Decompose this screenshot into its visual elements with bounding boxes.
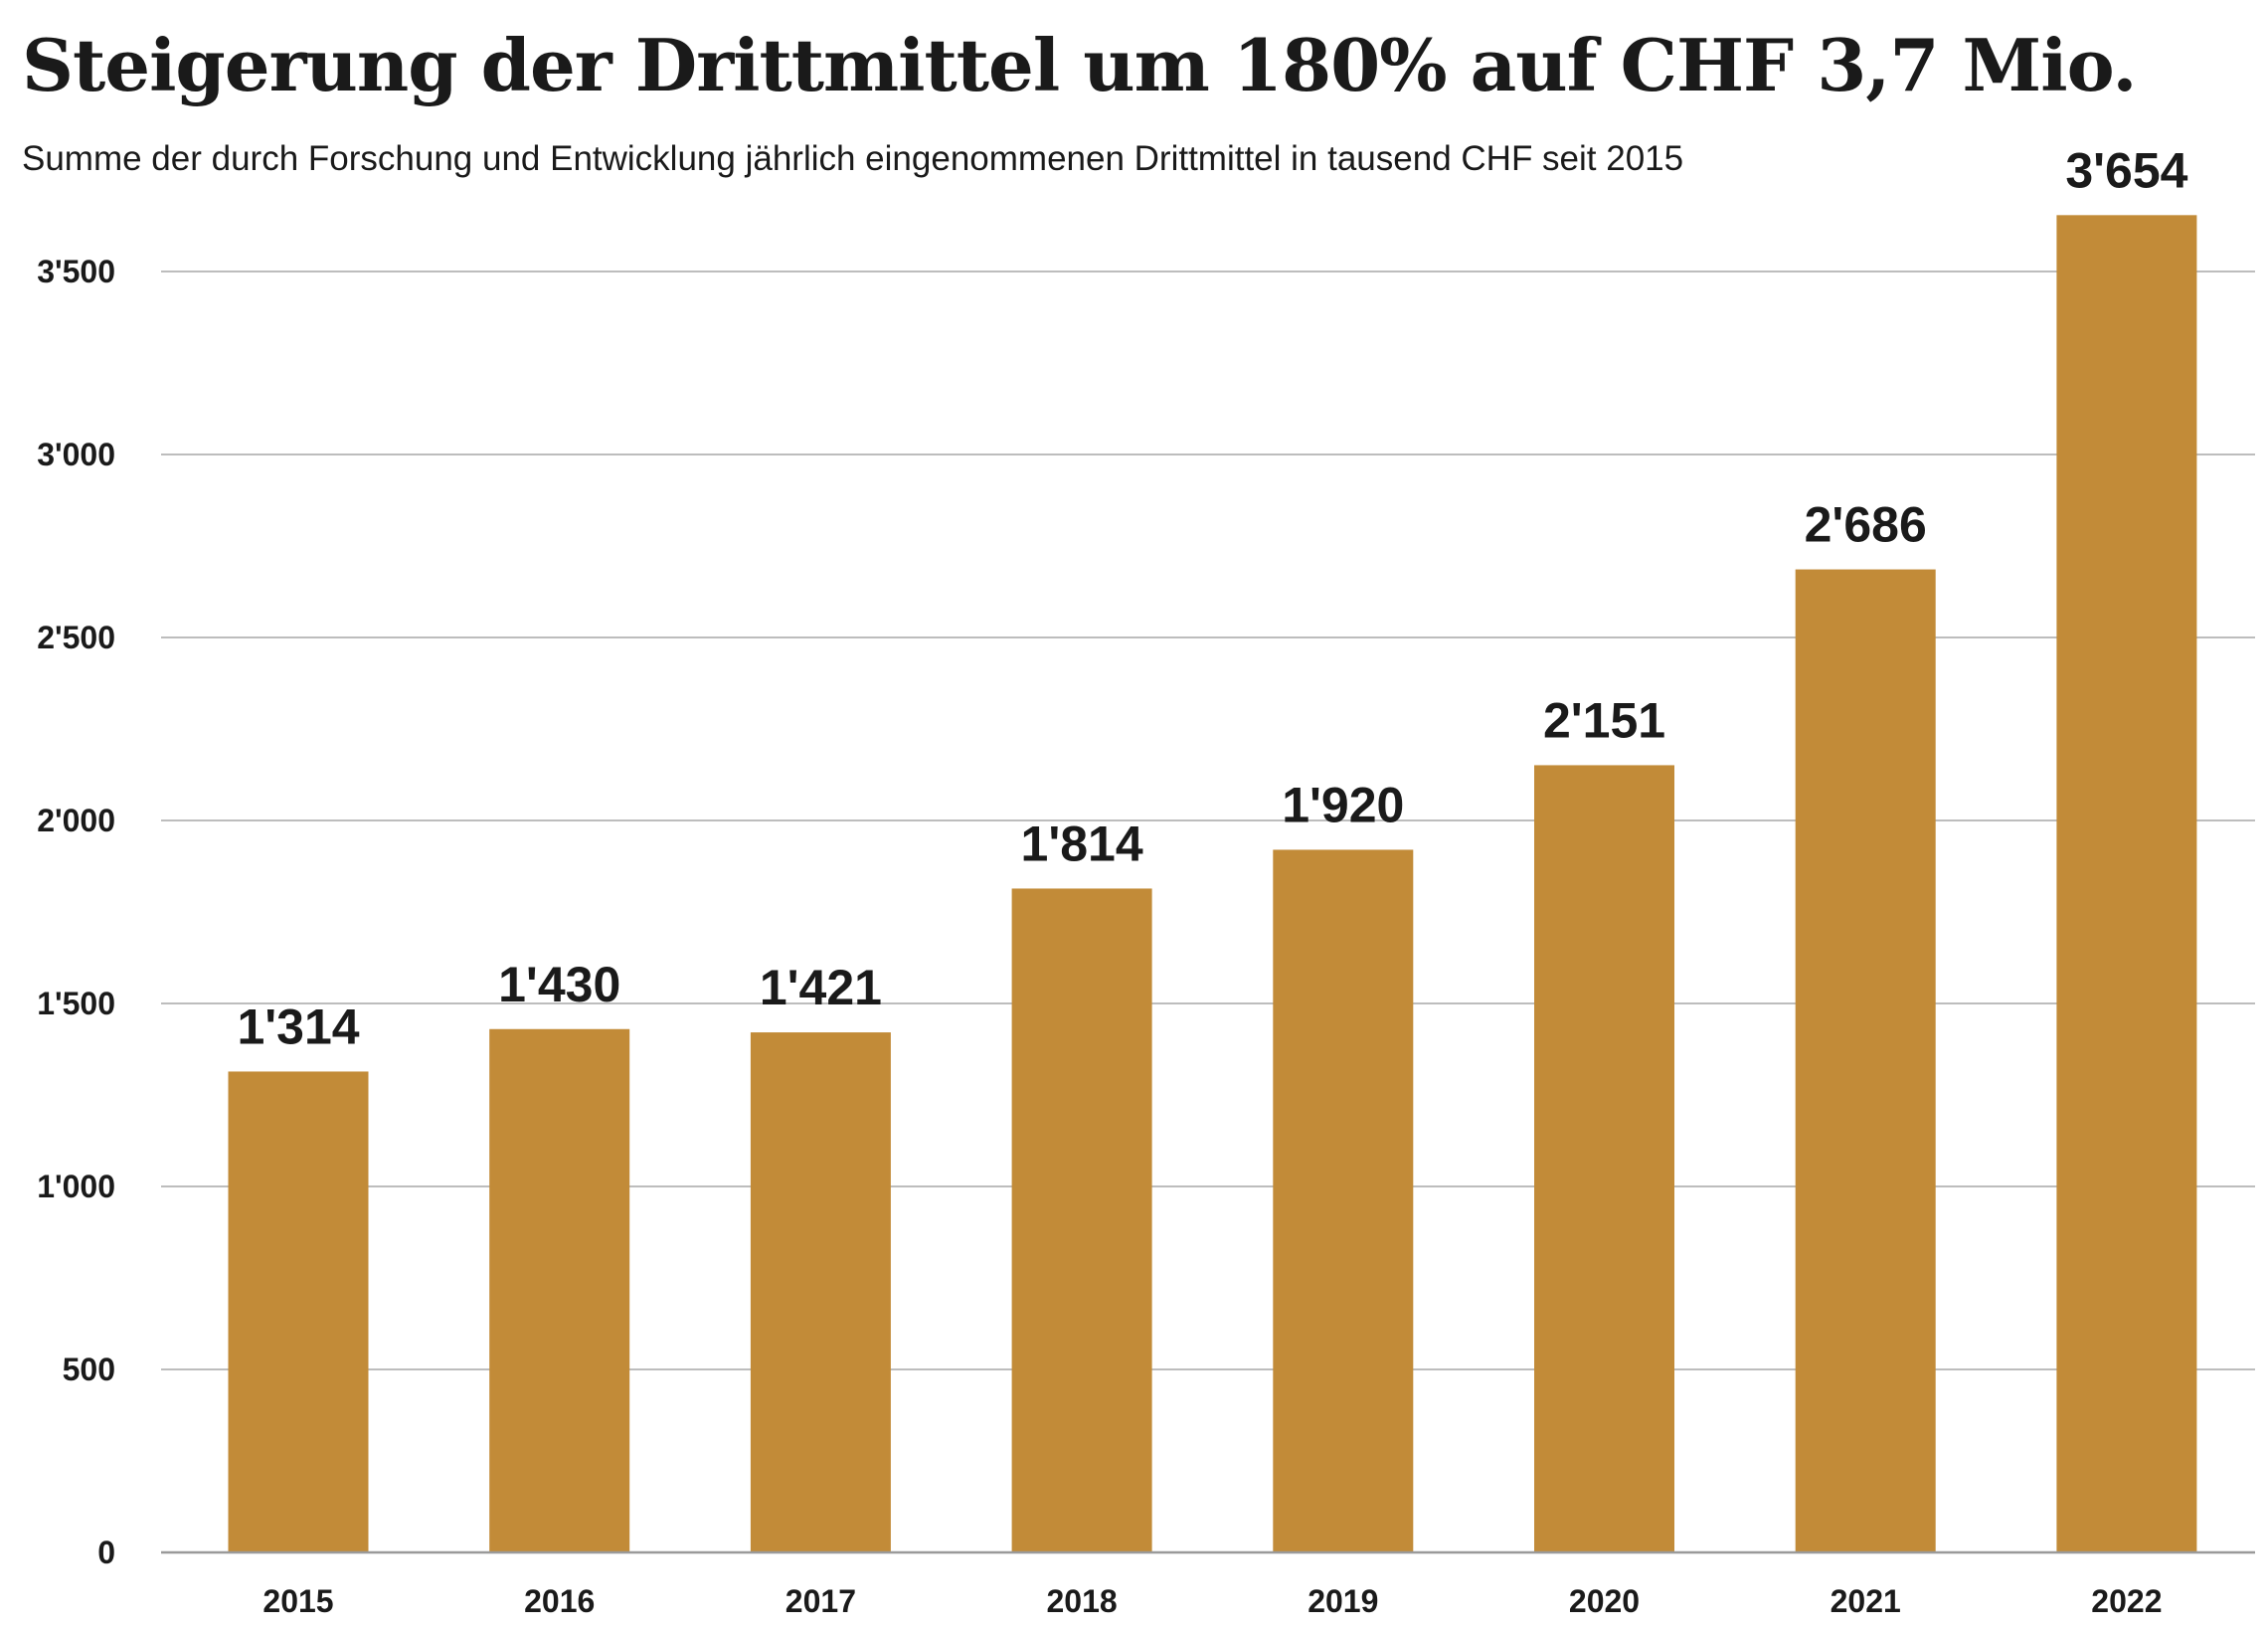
category-label-2021: 2021	[1831, 1583, 1901, 1619]
y-tick-label: 2'500	[37, 620, 115, 655]
value-label-2016: 1'430	[498, 957, 620, 1012]
value-label-2019: 1'920	[1282, 777, 1404, 832]
x-axis-categories: 2015 2016 2017 2018 2019 2020 2021 2022	[262, 1583, 2162, 1619]
value-label-2020: 2'151	[1543, 692, 1665, 748]
gridlines	[161, 271, 2255, 1370]
bar-2017	[750, 1032, 891, 1552]
value-label-2018: 1'814	[1021, 816, 1143, 871]
value-label-2021: 2'686	[1805, 497, 1927, 553]
category-label-2017: 2017	[785, 1583, 856, 1619]
bar-2018	[1011, 888, 1152, 1552]
category-label-2020: 2020	[1569, 1583, 1640, 1619]
y-tick-label: 1'500	[37, 986, 115, 1021]
bar-2020	[1534, 765, 1674, 1552]
y-tick-label: 0	[97, 1535, 115, 1570]
value-label-2017: 1'421	[760, 960, 882, 1015]
bar-2015	[228, 1071, 369, 1552]
bar-2022	[2056, 215, 2197, 1552]
category-label-2015: 2015	[262, 1583, 333, 1619]
value-label-2015: 1'314	[237, 998, 359, 1054]
chart-subtitle: Summe der durch Forschung und Entwicklun…	[22, 139, 1684, 178]
category-label-2016: 2016	[524, 1583, 595, 1619]
chart-title: Steigerung der Drittmittel um 180% auf C…	[22, 23, 2137, 107]
y-tick-label: 1'000	[37, 1169, 115, 1204]
value-label-2022: 3'654	[2065, 142, 2187, 198]
category-label-2019: 2019	[1308, 1583, 1378, 1619]
y-tick-label: 3'500	[37, 254, 115, 289]
y-tick-label: 2'000	[37, 803, 115, 838]
bar-2016	[489, 1028, 630, 1552]
y-tick-label: 500	[63, 1352, 115, 1387]
value-labels: 1'314 1'430 1'421 1'814 1'920 2'151 2'686 3'654	[237, 142, 2187, 1054]
y-tick-label: 3'000	[37, 437, 115, 472]
bars	[228, 215, 2197, 1552]
bar-2019	[1273, 849, 1414, 1552]
category-label-2022: 2022	[2091, 1583, 2162, 1619]
bar-2021	[1795, 569, 1936, 1552]
category-label-2018: 2018	[1047, 1583, 1118, 1619]
y-axis-ticks: 0 500 1'000 1'500 2'000 2'500 3'000 3'500	[37, 254, 115, 1570]
